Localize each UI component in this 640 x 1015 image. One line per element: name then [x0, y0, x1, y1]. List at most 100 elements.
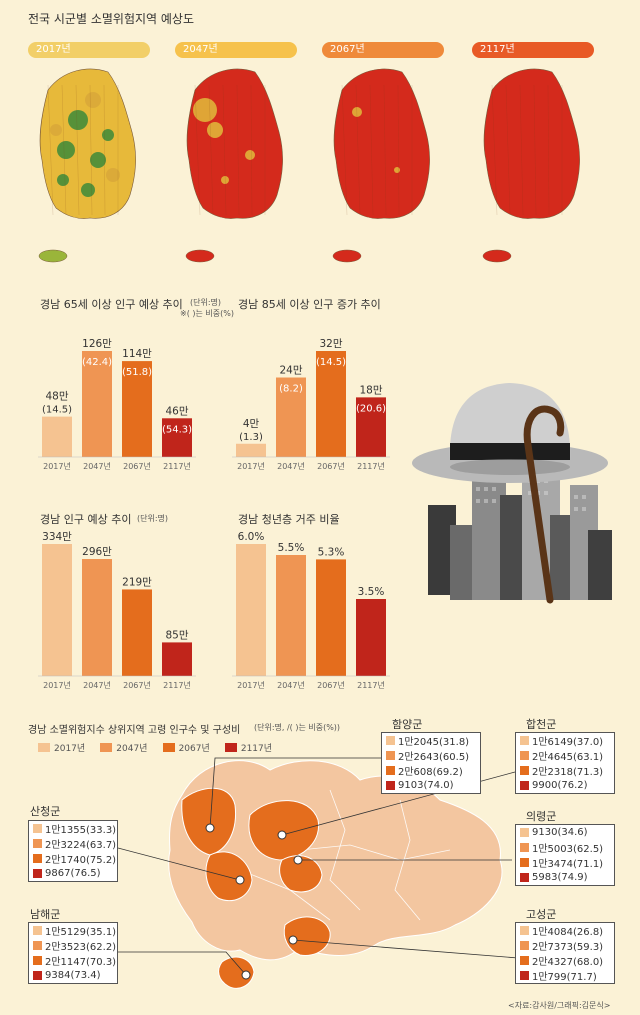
county-value: 9130(34.6)	[532, 827, 588, 838]
value-label: 32만	[319, 338, 342, 350]
county-value: 1만3474(71.1)	[532, 859, 604, 870]
cane-image	[523, 405, 565, 604]
korea-map	[185, 68, 283, 263]
buildings-image	[428, 470, 612, 600]
chart1-title: 경남 65세 이상 인구 예상 추이	[40, 298, 183, 311]
share-label: (14.5)	[316, 357, 346, 368]
year-pill-2117: 2117년	[472, 42, 594, 58]
value-label: 5.5%	[278, 542, 305, 554]
year-pill-2067: 2067년	[322, 42, 444, 58]
county-row: 9867(76.5)	[29, 866, 117, 881]
credit: <자료:감사원/그래픽:김문식>	[508, 1001, 611, 1010]
hat-city-illustration	[412, 383, 612, 604]
share-label: (8.2)	[279, 384, 303, 395]
county-namhae	[218, 956, 255, 989]
county-value: 2만3224(63.7)	[45, 840, 117, 851]
value-label: 5.3%	[318, 546, 345, 558]
county-value: 1만2045(31.8)	[398, 737, 470, 748]
county-row: 2만3523(62.2)	[29, 938, 117, 953]
korea-maps	[38, 68, 580, 263]
county-value: 2만7373(59.3)	[532, 942, 604, 953]
county-value: 9900(76.2)	[532, 780, 588, 791]
county-row: 9384(73.4)	[29, 968, 117, 983]
legend-item: 2117년	[224, 741, 272, 754]
county-value: 2만608(69.2)	[398, 767, 463, 778]
county-row: 2만1740(75.2)	[29, 851, 117, 866]
county-uiryeong	[279, 855, 323, 893]
category-label: 2017년	[237, 680, 265, 690]
share-label: (42.4)	[82, 357, 112, 368]
category-label: 2117년	[357, 461, 385, 471]
category-label: 2047년	[83, 680, 111, 690]
value-label: 6.0%	[238, 531, 265, 543]
bar	[276, 377, 306, 457]
chart-85plus: (1.3) 4만 2017년 (8.2) 24만 2047년 (14.5) 32만 2067년 (…	[232, 338, 390, 471]
county-name-hamyang: 함양군	[392, 718, 423, 731]
county-box-uiryeong: 9130(34.6) 1만5003(62.5) 1만3474(71.1) 598…	[515, 824, 615, 886]
category-label: 2067년	[317, 680, 345, 690]
county-hapcheon	[248, 800, 320, 861]
bar	[82, 351, 112, 457]
value-label: 126만	[82, 338, 112, 350]
county-goseong	[283, 916, 331, 957]
bar	[82, 559, 112, 676]
county-box-hapcheon: 1만6149(37.0) 2만4645(63.1) 2만2318(71.3) 9…	[515, 732, 615, 794]
korea-map	[332, 68, 430, 263]
county-box-hamyang: 1만2045(31.8) 2만2643(60.5) 2만608(69.2) 91…	[381, 732, 481, 794]
category-label: 2067년	[123, 461, 151, 471]
chart4-title: 경남 청년층 거주 비율	[238, 513, 340, 526]
bar	[42, 544, 72, 676]
county-box-namhae: 1만5129(35.1) 2만3523(62.2) 2만1147(70.3) 9…	[28, 922, 118, 984]
chart1-unit: (단위:명)	[190, 298, 222, 307]
county-name-goseong: 고성군	[526, 908, 557, 921]
county-name-hapcheon: 합천군	[526, 718, 557, 731]
category-label: 2017년	[43, 461, 71, 471]
chart1-pct-note: ※( )는 비중(%)	[180, 309, 234, 318]
county-name-namhae: 남해군	[30, 908, 61, 921]
county-box-goseong: 1만4084(26.8) 2만7373(59.3) 2만4327(68.0) 1…	[515, 922, 615, 984]
bar	[42, 416, 72, 457]
county-value: 2만1147(70.3)	[45, 957, 117, 968]
category-label: 2017년	[237, 461, 265, 471]
bottom-unit: (단위:명, /( )는 비중(%))	[254, 723, 341, 732]
year-pill-2047: 2047년	[175, 42, 297, 58]
hat-image	[412, 383, 608, 483]
county-value: 1만1355(33.3)	[45, 825, 117, 836]
value-label: 85만	[165, 629, 188, 641]
county-row: 5983(74.9)	[516, 870, 614, 885]
county-value: 9867(76.5)	[45, 868, 101, 879]
county-row: 1만799(71.7)	[516, 968, 614, 983]
legend-item: 2017년	[38, 741, 85, 754]
county-sancheong	[205, 851, 253, 902]
category-label: 2067년	[317, 461, 345, 471]
county-row: 1만1355(33.3)	[29, 821, 117, 836]
county-value: 1만5129(35.1)	[45, 927, 117, 938]
county-value: 1만799(71.7)	[532, 972, 597, 983]
share-label: (14.5)	[42, 405, 72, 416]
korea-map	[482, 68, 580, 263]
value-label: 24만	[279, 365, 302, 377]
bar	[356, 397, 386, 457]
county-value: 2만2318(71.3)	[532, 767, 604, 778]
value-label: 296만	[82, 546, 112, 558]
bar	[122, 589, 152, 676]
bar	[162, 642, 192, 676]
county-value: 2만3523(62.2)	[45, 942, 117, 953]
county-value: 5983(74.9)	[532, 872, 588, 883]
county-row: 1만3474(71.1)	[516, 855, 614, 870]
share-label: (51.8)	[122, 367, 152, 378]
county-value: 1만5003(62.5)	[532, 844, 604, 855]
county-row: 2만608(69.2)	[382, 763, 480, 778]
page-title: 전국 시군별 소멸위험지역 예상도	[28, 12, 195, 26]
bar	[356, 599, 386, 676]
county-value: 2만1740(75.2)	[45, 855, 117, 866]
county-row: 9130(34.6)	[516, 825, 614, 840]
county-row: 2만2318(71.3)	[516, 763, 614, 778]
chart3-unit: (단위:명)	[137, 514, 169, 523]
share-label: (1.3)	[239, 432, 263, 443]
share-label: (54.3)	[162, 424, 192, 435]
county-value: 2만4327(68.0)	[532, 957, 604, 968]
value-label: 334만	[42, 531, 72, 543]
bar	[276, 555, 306, 676]
value-label: 48만	[45, 391, 68, 403]
